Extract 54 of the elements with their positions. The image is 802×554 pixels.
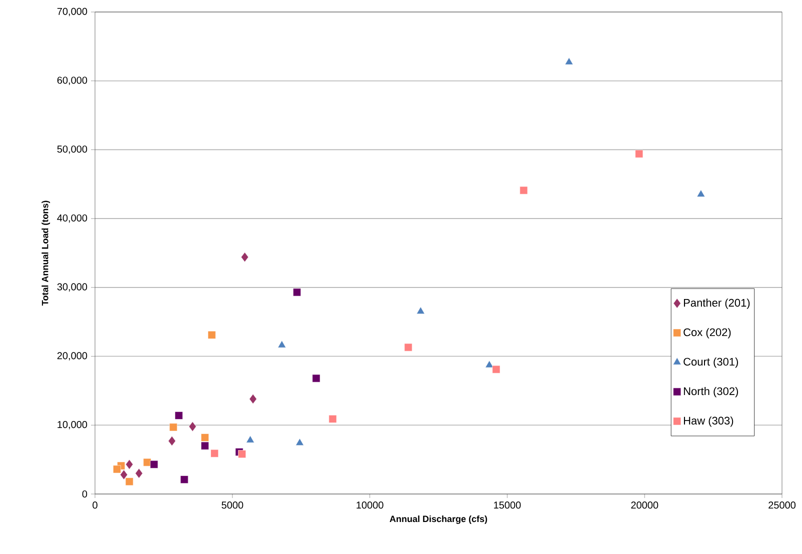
x-tick-label: 10000 [356,502,384,509]
legend-label: Haw (303) [684,416,734,427]
point [246,436,254,443]
point [143,458,152,466]
point [404,343,412,352]
point [241,252,249,262]
legend-label: North (302) [684,387,738,398]
point [169,423,178,432]
point [113,465,121,474]
y-tick-label: 0 [82,490,88,498]
point [416,306,425,314]
point [485,360,494,368]
y-axis-title: Total Annual Load (tons) [42,200,50,306]
legend-label: Court (301) [684,358,738,368]
y-tick-label: 10,000 [58,421,88,430]
point [520,186,528,194]
point [238,450,246,458]
point [296,438,304,446]
point [696,190,706,197]
point [293,288,301,296]
x-tick-label: 20000 [631,502,658,509]
point [126,459,134,470]
y-tick-label: 20,000 [57,352,88,360]
point [635,150,644,158]
point [249,394,257,404]
y-tick-label: 60,000 [57,76,88,85]
point [278,340,286,348]
x-tick-label: 15000 [494,502,521,509]
point [312,374,320,382]
point [492,365,500,374]
legend-label: Cox (202) [684,328,731,338]
point [188,422,196,432]
point [125,478,134,486]
point [120,470,128,480]
legend-label: Panther (201) [684,298,750,309]
point [200,434,209,442]
point [208,330,216,339]
x-tick-label: 25000 [768,502,796,509]
point [168,436,176,446]
point [174,412,183,420]
y-tick-label: 50,000 [57,146,88,154]
x-axis-title: Annual Discharge (cfs) [390,515,488,524]
point [328,414,337,423]
point [135,468,143,478]
x-tick-label: 5000 [222,502,244,509]
point [210,449,218,458]
point [150,460,158,468]
point [564,58,574,65]
point [200,442,209,450]
x-tick-label: 0 [92,502,98,509]
point [180,476,188,484]
y-tick-label: 30,000 [57,283,88,292]
y-tick-label: 40,000 [57,214,88,223]
y-tick-label: 70,000 [57,8,88,16]
